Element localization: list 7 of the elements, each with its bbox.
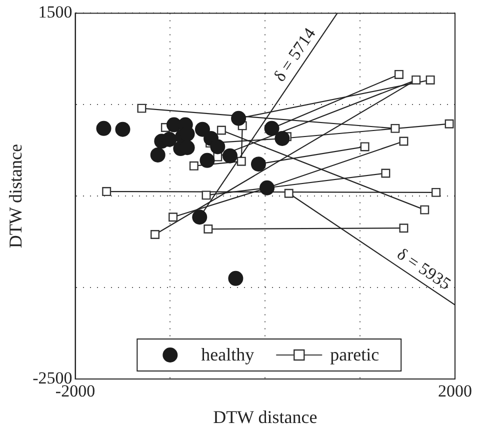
- annotation: δ = 5935: [394, 244, 454, 294]
- y-tick-label: 1500: [38, 2, 72, 22]
- legend-label: paretic: [330, 344, 380, 365]
- x-axis-title: DTW distance: [213, 406, 318, 427]
- x-tick-label: 2000: [438, 382, 472, 401]
- legend-label: healthy: [201, 344, 254, 365]
- y-axis-title: DTW distance: [6, 144, 26, 248]
